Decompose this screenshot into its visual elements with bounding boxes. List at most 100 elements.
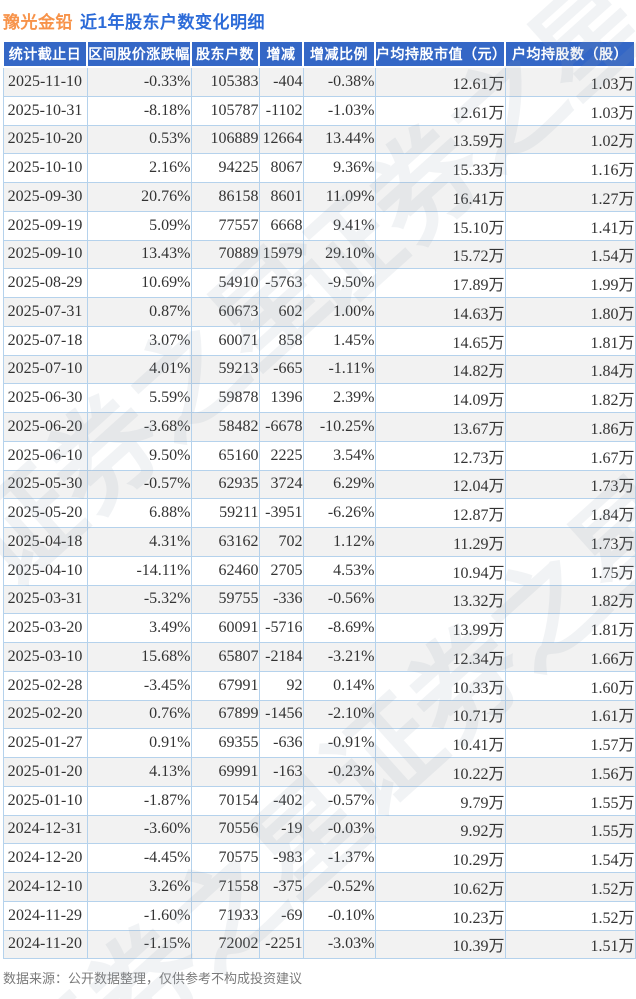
cell-avg-market-value: 12.34万 bbox=[374, 642, 506, 672]
cell-price-change-pct: 0.91% bbox=[86, 728, 192, 758]
cell-change-ratio: -10.25% bbox=[302, 412, 376, 442]
cell-holder-count: 58482 bbox=[190, 412, 260, 442]
cell-avg-shares: 1.52万 bbox=[504, 872, 636, 902]
cell-change: 3724 bbox=[258, 469, 304, 500]
cell-holder-count: 54910 bbox=[190, 268, 260, 298]
cell-avg-market-value: 12.73万 bbox=[374, 440, 506, 471]
cell-holder-count: 70889 bbox=[190, 239, 260, 270]
cell-date: 2025-07-10 bbox=[2, 354, 88, 385]
cell-change-ratio: 4.53% bbox=[302, 555, 376, 586]
table-body: 2025-11-10 -0.33% 105383 -404 -0.38% 12.61万 1.… bbox=[2, 66, 636, 960]
cell-avg-shares: 1.54万 bbox=[504, 843, 636, 873]
header-holder-count: 股东户数 bbox=[190, 40, 260, 68]
cell-price-change-pct: -5.32% bbox=[86, 584, 192, 615]
cell-change-ratio: -1.37% bbox=[302, 843, 376, 873]
cell-date: 2025-04-18 bbox=[2, 527, 88, 557]
cell-date: 2025-06-30 bbox=[2, 383, 88, 413]
table-row: 2025-06-30 5.59% 59878 1396 2.39% 14.09万 1.82万 bbox=[2, 383, 636, 413]
cell-avg-shares: 1.03万 bbox=[504, 66, 636, 97]
cell-avg-shares: 1.73万 bbox=[504, 527, 636, 557]
cell-change-ratio: 0.14% bbox=[302, 670, 376, 701]
cell-change-ratio: -2.10% bbox=[302, 699, 376, 730]
cell-change: 6668 bbox=[258, 210, 304, 241]
cell-avg-market-value: 10.94万 bbox=[374, 555, 506, 586]
cell-change: -983 bbox=[258, 843, 304, 873]
cell-change: 858 bbox=[258, 325, 304, 356]
table-row: 2025-05-20 6.88% 59211 -3951 -6.26% 12.87万 1.8… bbox=[2, 498, 636, 528]
cell-holder-count: 60071 bbox=[190, 325, 260, 356]
cell-avg-shares: 1.41万 bbox=[504, 210, 636, 241]
cell-avg-market-value: 11.29万 bbox=[374, 527, 506, 557]
table-row: 2025-09-30 20.76% 86158 8601 11.09% 16.41万 1.2… bbox=[2, 182, 636, 212]
table-row: 2024-12-20 -4.45% 70575 -983 -1.37% 10.29万 1.5… bbox=[2, 843, 636, 873]
cell-date: 2024-12-20 bbox=[2, 843, 88, 873]
cell-date: 2025-07-31 bbox=[2, 297, 88, 327]
cell-change-ratio: -0.91% bbox=[302, 728, 376, 758]
cell-change: -402 bbox=[258, 785, 304, 816]
cell-date: 2025-02-20 bbox=[2, 699, 88, 730]
table-row: 2024-11-20 -1.15% 72002 -2251 -3.03% 10.39万 1.… bbox=[2, 929, 636, 960]
cell-avg-shares: 1.52万 bbox=[504, 900, 636, 931]
cell-price-change-pct: 20.76% bbox=[86, 182, 192, 212]
cell-change-ratio: 13.44% bbox=[302, 124, 376, 155]
cell-price-change-pct: -3.60% bbox=[86, 814, 192, 845]
table-row: 2025-03-31 -5.32% 59755 -336 -0.56% 13.32万 1.8… bbox=[2, 584, 636, 615]
cell-price-change-pct: -14.11% bbox=[86, 555, 192, 586]
cell-holder-count: 71933 bbox=[190, 900, 260, 931]
cell-holder-count: 69991 bbox=[190, 757, 260, 787]
table-row: 2024-11-29 -1.60% 71933 -69 -0.10% 10.23万 1.52… bbox=[2, 900, 636, 931]
cell-avg-shares: 1.27万 bbox=[504, 182, 636, 212]
cell-price-change-pct: 3.26% bbox=[86, 872, 192, 902]
cell-holder-count: 60673 bbox=[190, 297, 260, 327]
cell-holder-count: 63162 bbox=[190, 527, 260, 557]
header-price-change-pct: 区间股价涨跌幅 bbox=[86, 40, 192, 68]
table-row: 2025-07-10 4.01% 59213 -665 -1.11% 14.82万 1.84… bbox=[2, 354, 636, 385]
cell-avg-shares: 1.61万 bbox=[504, 699, 636, 730]
cell-avg-market-value: 14.65万 bbox=[374, 325, 506, 356]
header-avg-shares: 户均持股数（股） bbox=[504, 40, 636, 68]
cell-date: 2025-03-20 bbox=[2, 613, 88, 643]
cell-avg-market-value: 10.71万 bbox=[374, 699, 506, 730]
table-row: 2024-12-10 3.26% 71558 -375 -0.52% 10.62万 1.52… bbox=[2, 872, 636, 902]
cell-change-ratio: -3.03% bbox=[302, 929, 376, 960]
cell-change: -1102 bbox=[258, 95, 304, 126]
cell-change-ratio: 2.39% bbox=[302, 383, 376, 413]
cell-price-change-pct: -1.60% bbox=[86, 900, 192, 931]
cell-change: -375 bbox=[258, 872, 304, 902]
header-avg-market-value: 户均持股市值（元） bbox=[374, 40, 506, 68]
cell-avg-market-value: 12.04万 bbox=[374, 469, 506, 500]
cell-change: -2251 bbox=[258, 929, 304, 960]
cell-change: -69 bbox=[258, 900, 304, 931]
cell-date: 2025-01-27 bbox=[2, 728, 88, 758]
cell-avg-market-value: 10.41万 bbox=[374, 728, 506, 758]
cell-date: 2025-10-31 bbox=[2, 95, 88, 126]
cell-change: 2225 bbox=[258, 440, 304, 471]
table-row: 2025-03-20 3.49% 60091 -5716 -8.69% 13.99万 1.8… bbox=[2, 613, 636, 643]
header-date: 统计截止日 bbox=[2, 40, 88, 68]
cell-holder-count: 67899 bbox=[190, 699, 260, 730]
cell-price-change-pct: 9.50% bbox=[86, 440, 192, 471]
cell-avg-shares: 1.16万 bbox=[504, 153, 636, 183]
cell-price-change-pct: 6.88% bbox=[86, 498, 192, 528]
cell-avg-shares: 1.67万 bbox=[504, 440, 636, 471]
cell-avg-market-value: 14.82万 bbox=[374, 354, 506, 385]
cell-avg-market-value: 14.09万 bbox=[374, 383, 506, 413]
table-row: 2025-01-27 0.91% 69355 -636 -0.91% 10.41万 1.57… bbox=[2, 728, 636, 758]
cell-date: 2025-11-10 bbox=[2, 66, 88, 97]
cell-change: 1396 bbox=[258, 383, 304, 413]
cell-holder-count: 59211 bbox=[190, 498, 260, 528]
header-row: 统计截止日 区间股价涨跌幅 股东户数 增减 增减比例 户均持股市值（元） 户均持… bbox=[2, 40, 636, 68]
cell-avg-market-value: 12.87万 bbox=[374, 498, 506, 528]
cell-price-change-pct: 10.69% bbox=[86, 268, 192, 298]
cell-holder-count: 71558 bbox=[190, 872, 260, 902]
cell-date: 2025-08-29 bbox=[2, 268, 88, 298]
cell-price-change-pct: 5.59% bbox=[86, 383, 192, 413]
cell-avg-shares: 1.99万 bbox=[504, 268, 636, 298]
cell-avg-shares: 1.82万 bbox=[504, 584, 636, 615]
cell-change: -5763 bbox=[258, 268, 304, 298]
cell-avg-market-value: 10.62万 bbox=[374, 872, 506, 902]
cell-date: 2025-04-10 bbox=[2, 555, 88, 586]
cell-price-change-pct: 13.43% bbox=[86, 239, 192, 270]
cell-date: 2025-06-20 bbox=[2, 412, 88, 442]
cell-avg-shares: 1.66万 bbox=[504, 642, 636, 672]
